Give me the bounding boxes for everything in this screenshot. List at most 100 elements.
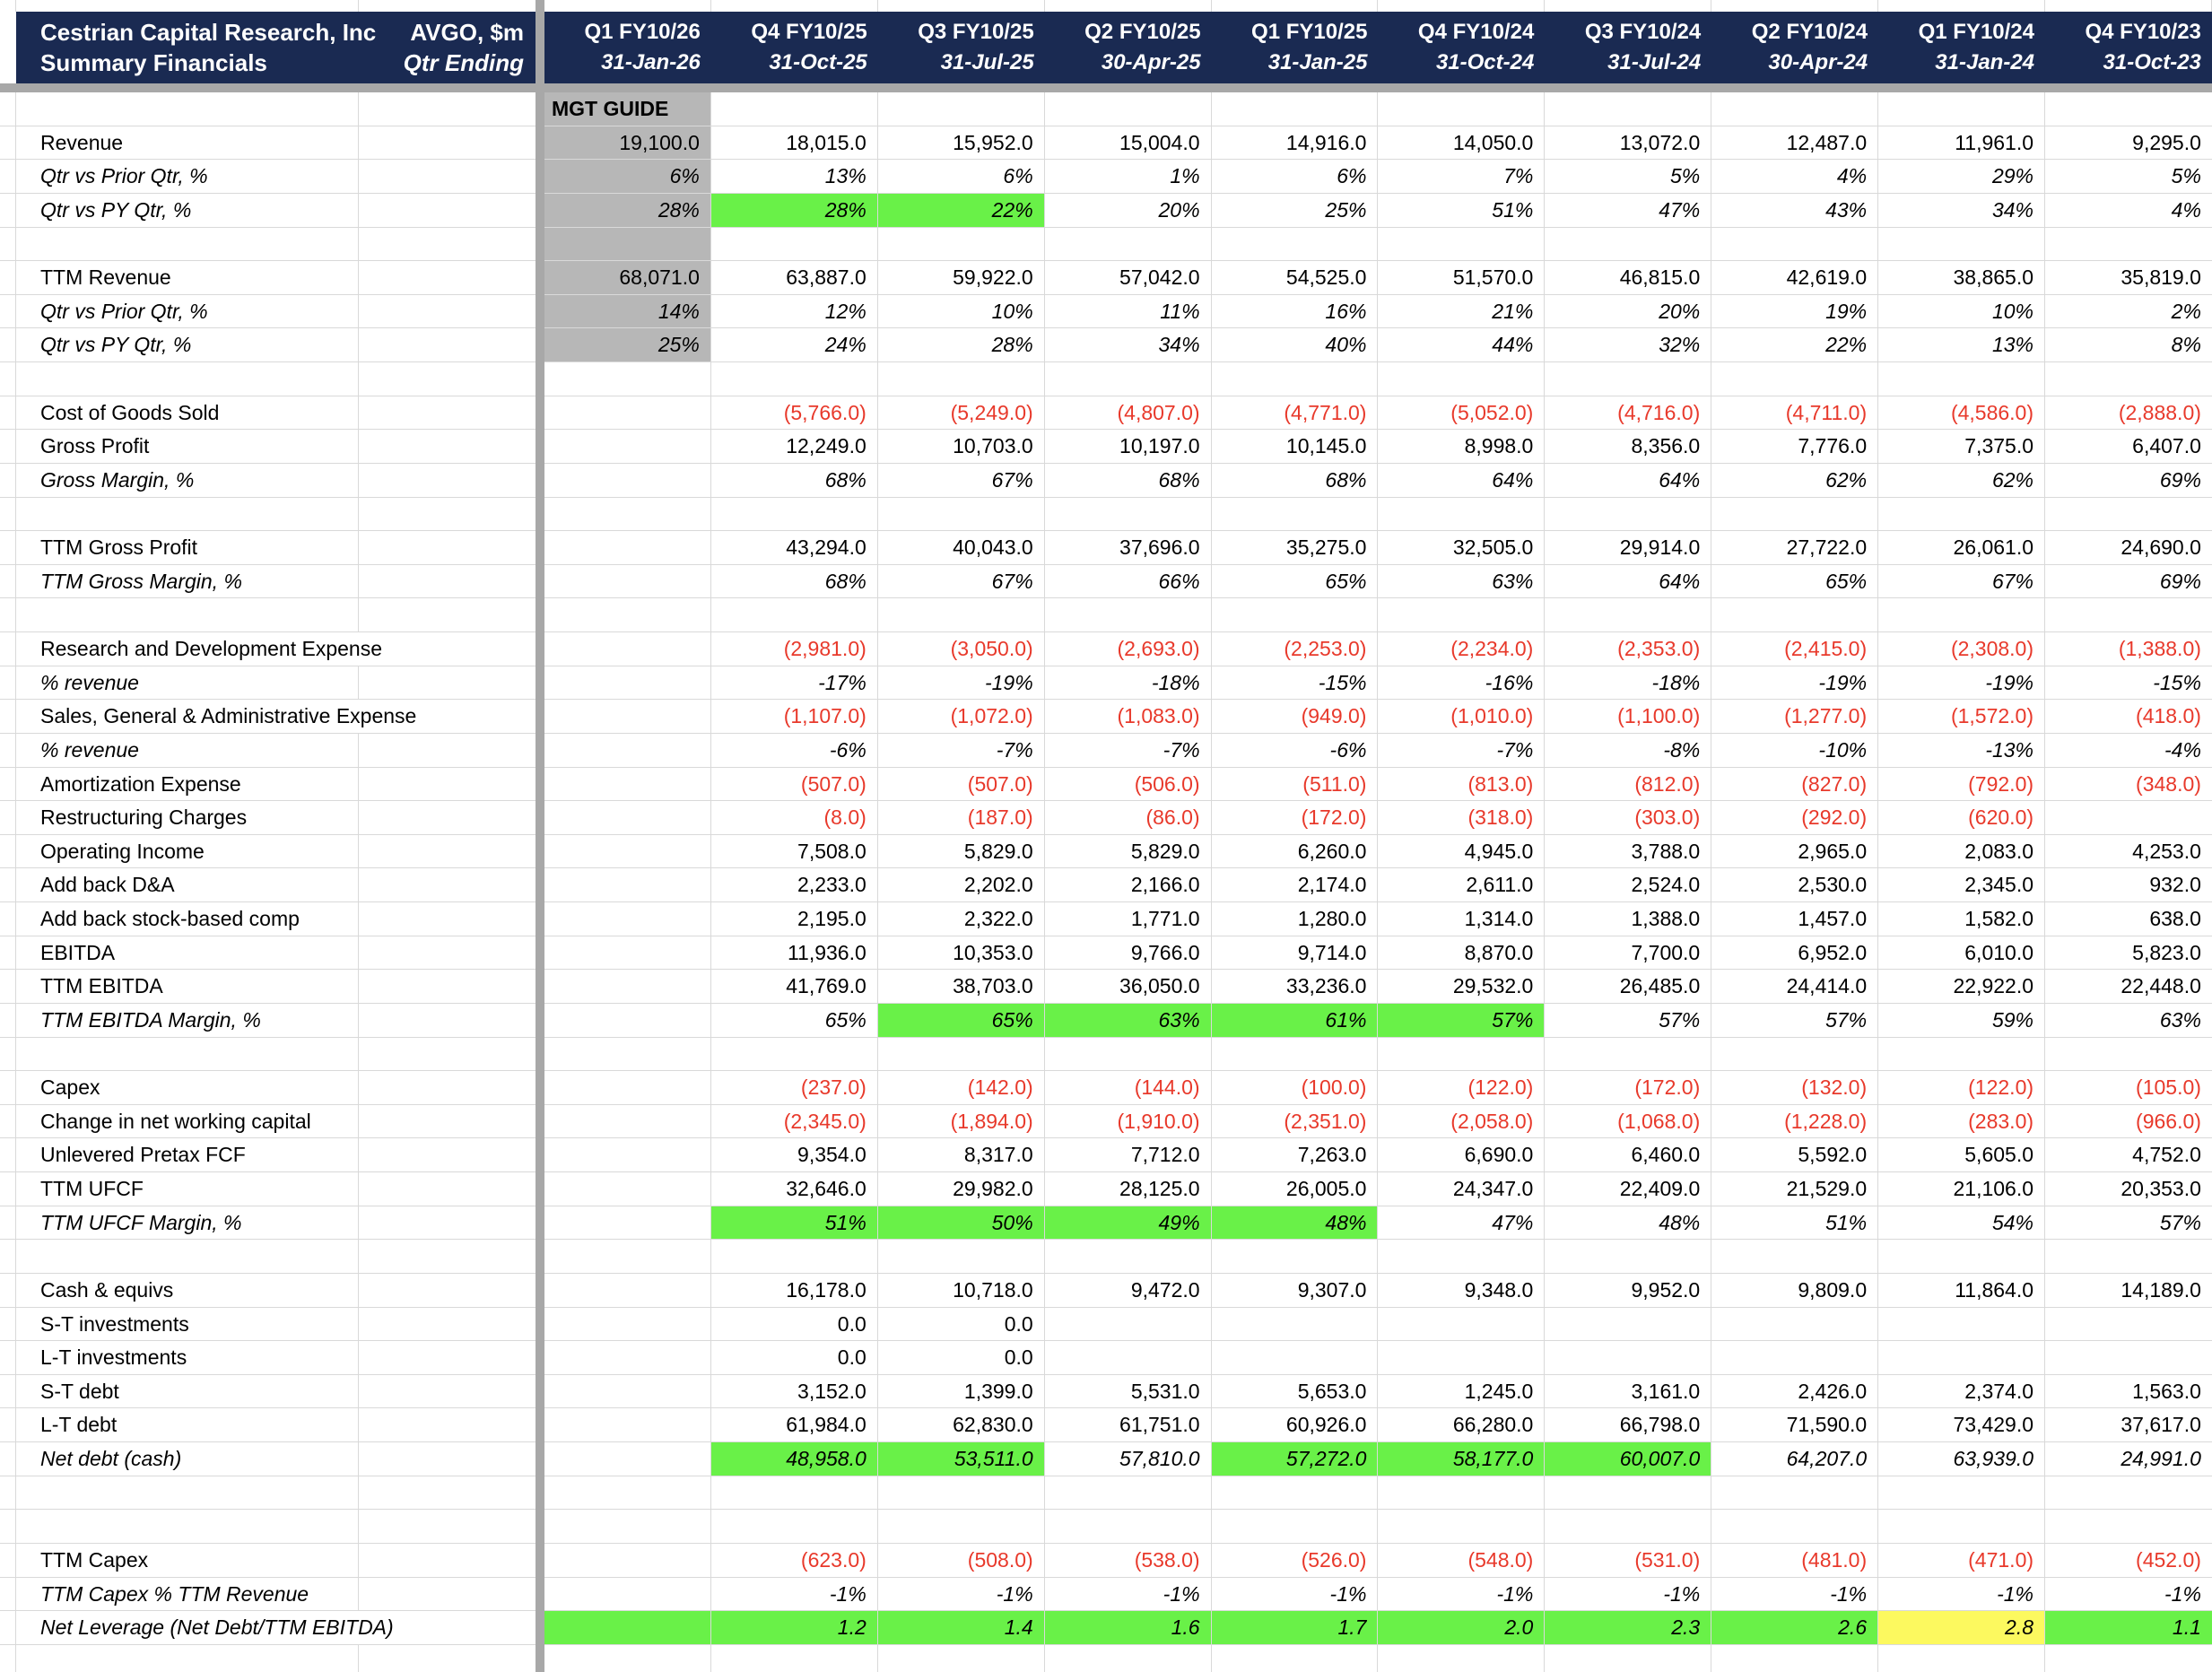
cell-q2-fy10-25[interactable] — [1045, 92, 1212, 126]
cell-mgt-guide[interactable] — [544, 970, 711, 1003]
row-label[interactable]: % revenue — [16, 733, 359, 767]
cell-mgt-guide[interactable] — [544, 598, 711, 631]
row-label-spill-cell[interactable] — [359, 1476, 536, 1510]
column-header-q1-fy10-25[interactable]: Q1 FY10/25 31-Jan-25 — [1212, 12, 1379, 83]
cell-q1-fy10-25[interactable]: 48% — [1211, 1206, 1379, 1240]
cell-q4-fy10-23[interactable]: 69% — [2159, 467, 2201, 492]
cell-q4-fy10-24[interactable]: 66,280.0 — [1378, 1408, 1546, 1441]
cell-q1-fy10-25[interactable]: (526.0) — [1212, 1543, 1379, 1577]
cell-q3-fy10-24[interactable]: (531.0) — [1545, 1543, 1712, 1577]
row-label-spill-cell[interactable] — [359, 1172, 536, 1206]
row-label-spill-cell[interactable] — [359, 1104, 536, 1138]
row-label[interactable]: Qtr vs Prior Qtr, % — [16, 294, 359, 328]
cell-q2-fy10-24[interactable]: -19% — [1711, 666, 1879, 700]
cell-q3-fy10-24[interactable]: 3,788.0 — [1545, 834, 1712, 868]
cell-q2-fy10-25[interactable]: (144.0) — [1045, 1071, 1212, 1104]
row-label-spill-cell[interactable] — [359, 227, 536, 261]
cell-q4-fy10-24[interactable]: 8,998.0 — [1378, 430, 1546, 463]
row-label[interactable]: EBITDA — [16, 936, 359, 970]
cell-q4-fy10-23[interactable] — [2045, 1510, 2212, 1543]
cell-mgt-guide[interactable]: 6% — [544, 160, 711, 193]
cell-q2-fy10-24[interactable]: (827.0) — [1711, 767, 1879, 801]
row-label-spill-cell[interactable] — [359, 632, 536, 666]
cell-q2-fy10-24[interactable]: 21,529.0 — [1711, 1172, 1879, 1206]
cell-q3-fy10-25[interactable]: 10,353.0 — [878, 936, 1045, 970]
cell-q1-fy10-24[interactable]: 1,582.0 — [1878, 902, 2046, 936]
cell-q4-fy10-23[interactable] — [2045, 228, 2212, 261]
cell-q4-fy10-25[interactable]: (2,345.0) — [711, 1104, 878, 1138]
row-label[interactable]: Net Leverage (Net Debt/TTM EBITDA) — [40, 1615, 394, 1640]
row-label[interactable]: TTM EBITDA Margin, % — [16, 1003, 359, 1037]
cell-q4-fy10-23[interactable]: 22,448.0 — [2121, 974, 2201, 998]
row-label[interactable]: S-T investments — [16, 1307, 359, 1341]
row-label[interactable]: TTM Capex — [16, 1543, 359, 1577]
cell-q3-fy10-25[interactable] — [878, 362, 1045, 396]
cell-q3-fy10-25[interactable]: (3,050.0) — [878, 632, 1045, 666]
cell-q2-fy10-25[interactable]: 5,531.0 — [1045, 1374, 1212, 1408]
cell-q1-fy10-25[interactable] — [1212, 1476, 1379, 1510]
cell-mgt-guide[interactable] — [544, 1138, 711, 1171]
row-label[interactable] — [16, 92, 359, 126]
cell-q4-fy10-25[interactable]: 13% — [711, 160, 878, 193]
cell-q3-fy10-25[interactable] — [878, 1240, 1045, 1273]
cell-q1-fy10-25[interactable] — [1212, 92, 1379, 126]
cell-q3-fy10-24[interactable] — [1545, 1307, 1712, 1341]
cell-q3-fy10-25[interactable]: 62,830.0 — [878, 1408, 1045, 1441]
cell-q3-fy10-24[interactable]: 20% — [1545, 294, 1712, 328]
cell-q2-fy10-25[interactable]: 37,696.0 — [1045, 531, 1212, 564]
row-label[interactable]: Qtr vs PY Qtr, % — [16, 328, 359, 361]
cell-mgt-guide[interactable] — [544, 463, 711, 497]
cell-mgt-guide[interactable] — [544, 430, 711, 463]
cell-q4-fy10-24[interactable]: 4,945.0 — [1378, 834, 1546, 868]
cell-q4-fy10-23[interactable] — [2045, 598, 2212, 631]
cell-q3-fy10-25[interactable]: (187.0) — [878, 801, 1045, 834]
cell-q1-fy10-24[interactable]: (122.0) — [1878, 1071, 2046, 1104]
cell-q1-fy10-25[interactable]: (172.0) — [1212, 801, 1379, 834]
cell-q1-fy10-24[interactable]: 11,961.0 — [1878, 126, 2046, 160]
cell-q1-fy10-24[interactable]: (471.0) — [1878, 1543, 2046, 1577]
cell-q3-fy10-24[interactable]: (812.0) — [1545, 767, 1712, 801]
cell-q4-fy10-25[interactable]: (2,981.0) — [711, 632, 878, 666]
cell-q1-fy10-24[interactable]: (1,572.0) — [1878, 700, 2046, 733]
cell-q3-fy10-25[interactable]: (5,249.0) — [878, 396, 1045, 430]
cell-q3-fy10-25[interactable]: 65% — [877, 1003, 1045, 1037]
row-label[interactable] — [16, 362, 359, 396]
cell-q1-fy10-24[interactable]: 13% — [1878, 328, 2046, 361]
cell-q4-fy10-23[interactable] — [2045, 1038, 2212, 1071]
row-label[interactable]: Research and Development Expense — [40, 637, 383, 660]
row-label-spill-cell[interactable] — [359, 1408, 536, 1441]
cell-q1-fy10-25[interactable]: 7,263.0 — [1212, 1138, 1379, 1171]
cell-q3-fy10-25[interactable] — [878, 1476, 1045, 1510]
cell-q1-fy10-25[interactable]: (2,351.0) — [1212, 1104, 1379, 1138]
row-label-spill-cell[interactable] — [359, 1510, 536, 1543]
cell-q4-fy10-25[interactable]: (1,107.0) — [711, 700, 878, 733]
row-label-spill-cell[interactable] — [359, 1206, 536, 1240]
cell-q3-fy10-25[interactable]: 5,829.0 — [878, 834, 1045, 868]
cell-q4-fy10-24[interactable]: 32,505.0 — [1378, 531, 1546, 564]
row-label[interactable]: Unlevered Pretax FCF — [16, 1138, 359, 1171]
cell-mgt-guide[interactable]: 28% — [544, 193, 711, 227]
cell-q4-fy10-25[interactable]: 0.0 — [711, 1307, 878, 1341]
row-label-spill-cell[interactable] — [359, 1543, 536, 1577]
cell-q2-fy10-25[interactable]: (1,910.0) — [1045, 1104, 1212, 1138]
cell-q2-fy10-25[interactable]: (538.0) — [1045, 1543, 1212, 1577]
cell-mgt-guide[interactable] — [544, 936, 711, 970]
cell-q1-fy10-24[interactable] — [1878, 362, 2046, 396]
cell-q4-fy10-24[interactable]: (122.0) — [1378, 1071, 1546, 1104]
cell-q4-fy10-25[interactable]: 3,152.0 — [711, 1374, 878, 1408]
cell-q2-fy10-24[interactable]: 64,207.0 — [1711, 1442, 1879, 1476]
cell-q1-fy10-24[interactable] — [1878, 497, 2046, 531]
cell-q4-fy10-24[interactable]: 64% — [1378, 463, 1546, 497]
cell-q1-fy10-25[interactable]: 2,174.0 — [1212, 868, 1379, 901]
cell-q1-fy10-25[interactable] — [1212, 598, 1379, 631]
row-label-spill-cell[interactable] — [359, 463, 536, 497]
cell-q1-fy10-24[interactable]: -1% — [1878, 1577, 2046, 1611]
row-label-spill-cell[interactable] — [359, 598, 536, 631]
cell-q4-fy10-25[interactable]: 24% — [711, 328, 878, 361]
cell-q4-fy10-25[interactable]: 12% — [711, 294, 878, 328]
row-label[interactable]: Add back D&A — [16, 868, 359, 901]
cell-q1-fy10-25[interactable] — [1212, 1510, 1379, 1543]
row-label-spill-cell[interactable] — [359, 801, 536, 834]
cell-q1-fy10-24[interactable]: 29% — [1878, 160, 2046, 193]
cell-q4-fy10-24[interactable] — [1378, 92, 1546, 126]
